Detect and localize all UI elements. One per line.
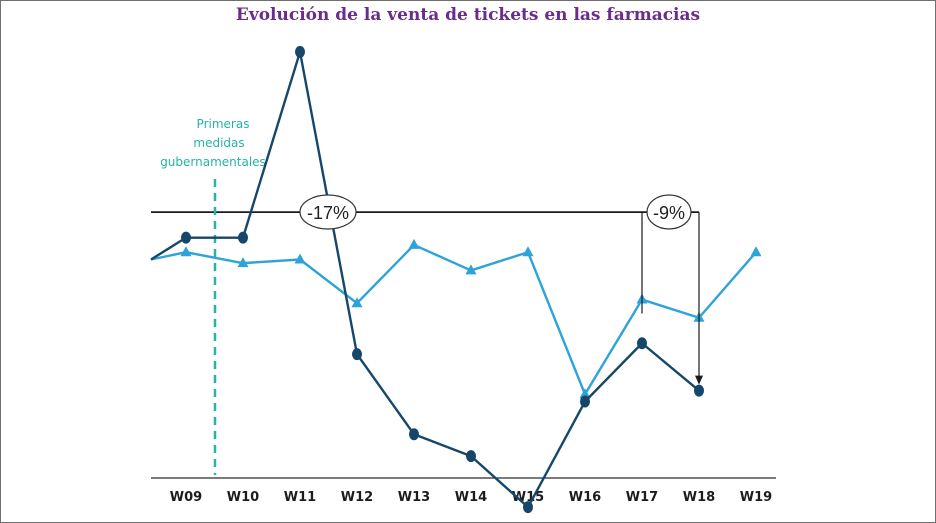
x-tick-label-w11: W11: [284, 490, 316, 505]
series-2-point-w13: [408, 238, 420, 249]
series-2-point-w16: [579, 388, 591, 399]
x-tick-label-w12: W12: [341, 490, 373, 505]
series-1-point-w15: [523, 501, 533, 514]
series-2-line: [150, 243, 757, 396]
x-tick-label-w19: W19: [740, 490, 772, 505]
series-light: [150, 238, 762, 399]
series-1-point-w14: [466, 450, 476, 463]
policy-label-line1: Primeras: [197, 117, 250, 131]
drop-1-label: -17%: [307, 203, 349, 223]
bracket-arrowhead: [695, 375, 703, 385]
series-1-point-w17: [637, 337, 647, 350]
series-2-point-w19: [750, 246, 762, 257]
series-2-point-w15: [522, 246, 534, 257]
x-axis-ticks: W09 W10 W11 W12 W13 W14 W15 W16 W17 W18 W19: [170, 490, 772, 505]
drop-2-label: -9%: [653, 203, 685, 223]
series-1-point-w16: [580, 395, 590, 408]
drop-bracket: [641, 212, 703, 385]
series-2-point-w11: [294, 253, 306, 264]
drop-2-bubble: [646, 194, 692, 230]
series-1-point-w13: [409, 428, 419, 441]
series-1-point-w18: [694, 384, 704, 397]
policy-label-line2: medidas: [193, 136, 244, 150]
series-dark: [150, 45, 704, 514]
series-1-point-w10: [238, 231, 248, 244]
series-2-point-w12: [351, 297, 363, 308]
policy-label-line3: gubernamentales: [160, 155, 266, 169]
x-tick-label-w14: W14: [455, 490, 487, 505]
x-tick-label-w10: W10: [227, 490, 259, 505]
series-1-point-w09: [181, 231, 191, 244]
series-2-point-w14: [465, 264, 477, 275]
x-tick-label-w13: W13: [398, 490, 430, 505]
series-2-point-w10: [237, 257, 249, 268]
series-1-point-w11: [295, 45, 305, 58]
x-tick-label-w09: W09: [170, 490, 202, 505]
x-tick-label-w17: W17: [626, 490, 658, 505]
series-2-point-w09: [180, 246, 192, 257]
x-tick-label-w16: W16: [569, 490, 601, 505]
series-1-point-w12: [352, 348, 362, 361]
chart-title: Evolución de la venta de tickets en las …: [235, 5, 701, 25]
x-tick-label-w18: W18: [683, 490, 715, 505]
drop-1-bubble: [299, 194, 357, 230]
